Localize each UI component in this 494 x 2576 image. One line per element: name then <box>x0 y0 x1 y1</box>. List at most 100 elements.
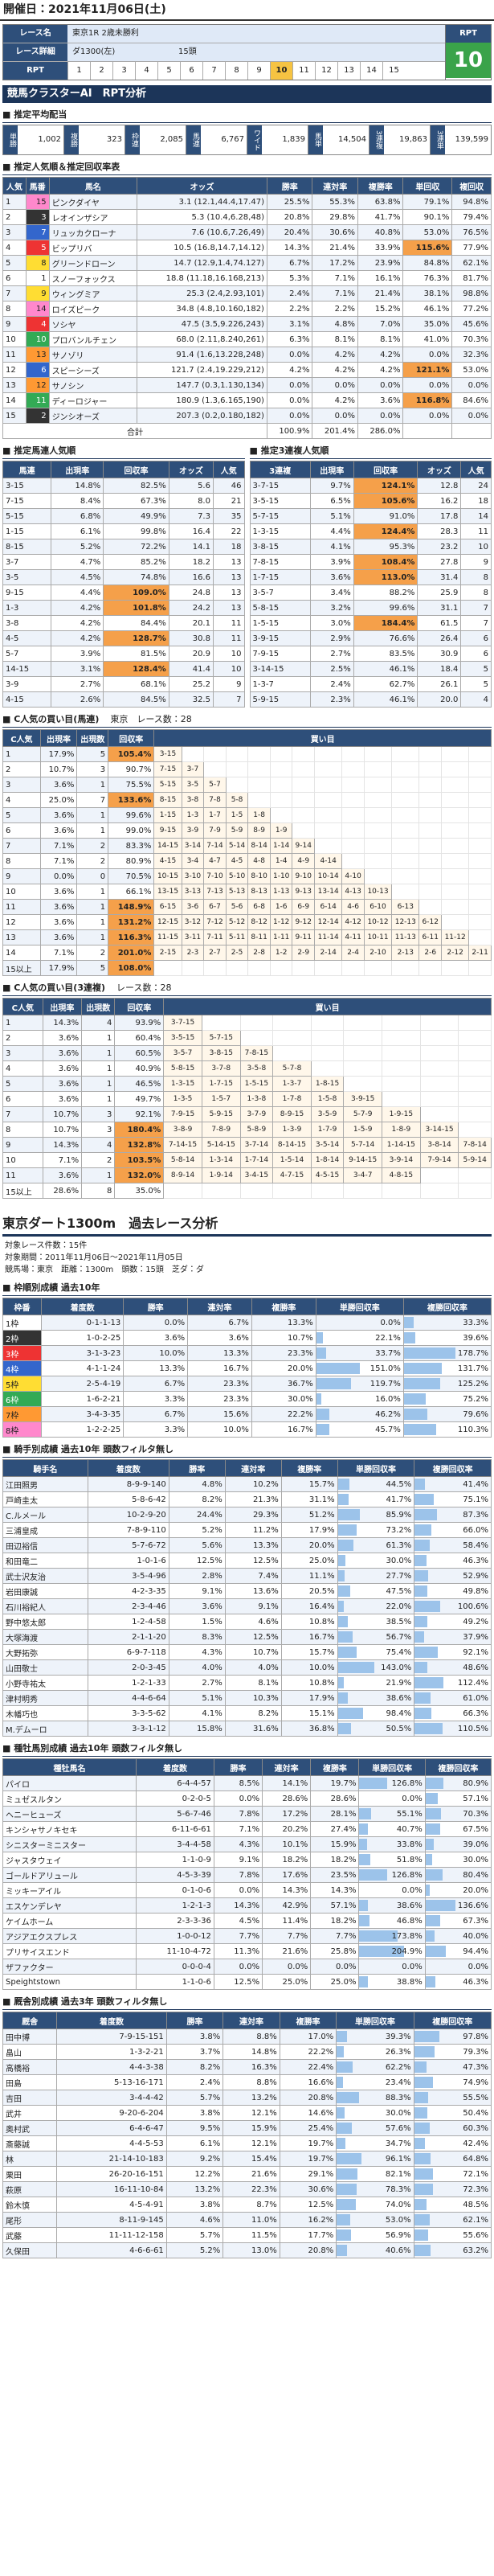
cell: 15.6% <box>187 1406 252 1422</box>
empty-cell <box>310 1183 345 1199</box>
row: 9 0.0% 0 70.5% 10-15 3-10 7-10 5-10 8-10 1-10 9-10… <box>2 868 492 884</box>
cell: 8.2% <box>224 1705 282 1721</box>
cell: 3.8% <box>165 2028 224 2045</box>
row: 3-14-15 2.5% 46.1% 18.4 5 <box>249 661 492 677</box>
cell: 0.0% <box>358 1790 426 1807</box>
row: 山田敬士 2-0-3-45 4.0% 4.0% 10.0% 143.0% 48.6% <box>2 1659 492 1676</box>
column-header: 勝率 <box>213 1758 263 1776</box>
rpt-number: 6 <box>180 62 202 80</box>
row: ミュゼスルタン 0-2-0-5 0.0% 28.6% 28.6% 0.0% 57.1% <box>2 1790 492 1807</box>
cell: 7.3 <box>168 508 214 524</box>
bar <box>414 2153 431 2164</box>
header-row: 騎手名 着度数 勝率 連対率 複勝率 単勝回収率 複勝回収率 <box>2 1459 492 1477</box>
cell: 21-14-10-183 <box>56 2151 167 2167</box>
cell: 66.0% <box>414 1522 492 1538</box>
cell: 128.4% <box>103 661 169 677</box>
combo: 8-14-15 <box>272 1137 312 1153</box>
value: 79.6% <box>463 1409 488 1419</box>
empty-cell <box>468 746 492 762</box>
cell: 49.7% <box>114 1091 165 1107</box>
cell: 7.4% <box>224 1568 282 1584</box>
bar <box>337 2214 351 2225</box>
cell: 119.7% <box>315 1376 404 1392</box>
cell: 29.1% <box>279 2166 337 2182</box>
value: 85.9% <box>386 1510 412 1520</box>
cell: 7.1% <box>39 945 78 961</box>
cell: 18.2% <box>310 1852 360 1868</box>
row: アジアエクスプレス 1-0-0-12 7.7% 7.7% 7.7% 173.8% 40.0% <box>2 1928 492 1944</box>
cell: 0.0% <box>213 1790 263 1807</box>
empty-cell <box>292 960 316 976</box>
cell: 80.4% <box>424 1867 492 1883</box>
cell: 99.6% <box>353 600 418 616</box>
payout-label: ワイド <box>247 125 262 154</box>
cell: 8.7% <box>223 2197 280 2213</box>
row: 4枠 4-1-1-24 13.3% 16.7% 20.0% 151.0% 131.7% <box>2 1360 492 1376</box>
bar <box>337 2168 358 2180</box>
cell: 0.0% <box>213 1959 263 1975</box>
cell: 41.4% <box>414 1476 492 1492</box>
cell: ウィングミア <box>48 285 138 301</box>
value: 38.6% <box>396 1901 423 1910</box>
cell: 25.0% <box>280 1553 338 1569</box>
cell: 3 <box>76 761 109 777</box>
column-header: 複勝率 <box>280 1459 338 1477</box>
cell: 31.4 <box>417 569 462 585</box>
cell: 88.3% <box>336 2090 414 2106</box>
cell: 184.4% <box>353 615 418 631</box>
cell: 55.3% <box>312 194 358 210</box>
combo: 4-7 <box>203 853 227 869</box>
bar <box>404 1378 440 1389</box>
bar <box>338 1708 363 1719</box>
cell: 33.7% <box>315 1345 404 1361</box>
empty-cell <box>292 746 316 762</box>
header-row: 種牡馬名 着度数 勝率 連対率 複勝率 単勝回収率 複勝回収率 <box>2 1758 492 1776</box>
cell: 53.0% <box>336 2212 414 2228</box>
combo: 9-13 <box>292 884 316 900</box>
combo: 5-8-15 <box>163 1060 202 1077</box>
value: 61.3% <box>386 1540 412 1550</box>
cell: 1 <box>81 1030 116 1046</box>
label: RPT <box>446 25 491 43</box>
value: 37.9% <box>463 1632 488 1642</box>
cell: 21 <box>212 493 245 509</box>
cell: 36.8% <box>280 1721 338 1737</box>
value: 126.8% <box>391 1870 423 1880</box>
empty-cell <box>363 822 393 839</box>
empty-cell <box>418 960 442 976</box>
column-header: 出現率 <box>51 461 104 478</box>
cell: 40.0% <box>424 1928 492 1944</box>
cell: 4.4% <box>309 523 354 539</box>
value: 96.1% <box>385 2154 411 2164</box>
combo: 4-11 <box>341 929 365 945</box>
cell: 9 <box>460 554 492 570</box>
cell: 90.7% <box>108 761 155 777</box>
cell: 4.2% <box>266 362 313 378</box>
row: 1枠 0-1-1-13 0.0% 6.7% 13.3% 0.0% 33.3% <box>2 1315 492 1331</box>
cell: 山田敬士 <box>2 1659 88 1676</box>
cell: 84.6% <box>451 392 492 408</box>
column-header: 勝率 <box>266 177 313 195</box>
value: 63.2% <box>463 2246 488 2255</box>
cell: 3.2% <box>309 600 354 616</box>
payout-label: 馬連 <box>186 125 201 154</box>
rpt-number: 8 <box>225 62 247 80</box>
cell: 128.7% <box>103 630 169 646</box>
combo: 3-7 <box>181 761 205 777</box>
bar <box>404 1332 416 1343</box>
cell: 0.0% <box>315 1315 404 1331</box>
cell: 8.1% <box>312 331 358 347</box>
payout-item: 複勝 323 <box>63 125 125 154</box>
cell: 6 <box>460 630 492 646</box>
column-header: オッズ <box>137 177 267 195</box>
cell: 3.6% <box>168 1598 226 1614</box>
cell: 14.6% <box>279 2105 337 2121</box>
empty-cell <box>402 423 453 439</box>
rpt-number: 4 <box>135 62 157 80</box>
cell: 9.7% <box>309 478 354 494</box>
column-header: 買い目 <box>163 998 492 1015</box>
combo: 4-13 <box>341 884 365 900</box>
value: 46.3% <box>463 1556 488 1565</box>
cell: 4.2% <box>51 630 104 646</box>
bar <box>414 2046 435 2057</box>
